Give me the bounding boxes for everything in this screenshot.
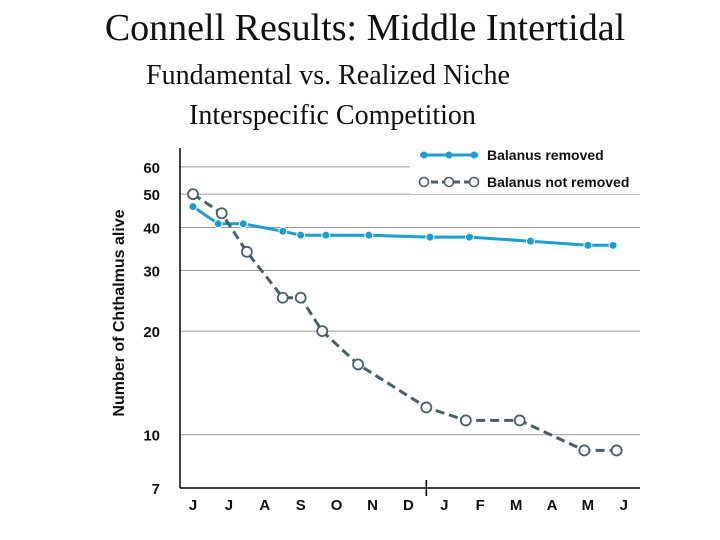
- legend-label-1: Balanus not removed: [487, 174, 629, 190]
- x-tick-label-12: J: [620, 497, 628, 514]
- legend-marker-0-1: [445, 151, 453, 159]
- data-point-1-11: [610, 444, 623, 457]
- data-point-1-2: [240, 245, 253, 258]
- legend-marker-0-0: [420, 151, 428, 159]
- data-point-1-7: [420, 401, 433, 414]
- y-axis-label: Number of Chthalmus alive: [111, 209, 128, 416]
- slide-subtitle-niche: Fundamental vs. Realized Niche: [146, 60, 510, 91]
- x-tick-label-6: D: [403, 497, 414, 514]
- x-tick-label-3: S: [296, 497, 306, 514]
- legend-marker-0-2: [470, 151, 478, 159]
- data-point-1-1: [215, 207, 228, 220]
- data-point-1-0: [187, 188, 199, 201]
- y-tick-label-60: 60: [143, 160, 160, 177]
- y-tick-labels: 60 50 40 30 20 10 7: [143, 160, 160, 498]
- x-tick-label-8: F: [476, 497, 485, 514]
- y-tick-label-30: 30: [143, 263, 160, 280]
- legend-label-0: Balanus removed: [487, 147, 604, 163]
- y-tick-label-10: 10: [143, 428, 160, 445]
- slide-subtitle-competition: Interspecific Competition: [189, 100, 476, 131]
- gridlines: [180, 166, 640, 436]
- data-point-0-9: [525, 236, 535, 246]
- data-point-1-8: [459, 414, 472, 427]
- series-1: [187, 188, 623, 457]
- series: [187, 188, 623, 457]
- y-tick-label-40: 40: [143, 221, 160, 238]
- x-tick-label-9: M: [510, 497, 523, 514]
- x-tick-label-5: N: [367, 497, 378, 514]
- data-point-1-3: [276, 291, 289, 304]
- data-point-0-4: [296, 230, 306, 240]
- series-line-0: [192, 205, 613, 247]
- x-tick-label-11: M: [582, 497, 595, 514]
- data-point-0-5: [321, 230, 331, 240]
- legend-marker-1-2: [468, 176, 480, 188]
- data-point-0-6: [364, 230, 374, 240]
- data-point-0-10: [583, 240, 593, 250]
- data-point-0-2: [238, 219, 248, 229]
- data-point-0-0: [188, 202, 198, 212]
- data-point-0-7: [425, 232, 435, 242]
- data-point-1-4: [294, 291, 307, 304]
- y-tick-label-20: 20: [143, 324, 160, 341]
- data-point-0-1: [213, 219, 223, 229]
- x-tick-label-0: J: [189, 497, 197, 514]
- x-tick-label-4: O: [331, 497, 343, 514]
- x-tick-label-7: J: [440, 497, 448, 514]
- legend-marker-1-0: [418, 176, 430, 188]
- x-tick-label-2: A: [259, 497, 270, 514]
- data-point-0-8: [464, 232, 474, 242]
- series-line-1: [192, 192, 617, 452]
- y-tick-label-7: 7: [152, 481, 160, 498]
- slide-title: Connell Results: Middle Intertidal: [104, 7, 626, 49]
- x-tick-label-1: J: [225, 497, 233, 514]
- data-point-1-6: [352, 358, 365, 371]
- y-tick-label-50: 50: [143, 187, 160, 204]
- data-point-1-9: [513, 414, 526, 427]
- data-point-1-10: [578, 444, 591, 457]
- legend-marker-1-1: [443, 176, 455, 188]
- data-point-0-11: [608, 240, 618, 250]
- legend: Balanus removed Balanus not removed: [410, 142, 660, 194]
- data-point-1-5: [316, 325, 329, 337]
- data-point-0-3: [278, 226, 288, 236]
- x-tick-label-10: A: [547, 497, 558, 514]
- series-0: [188, 202, 618, 250]
